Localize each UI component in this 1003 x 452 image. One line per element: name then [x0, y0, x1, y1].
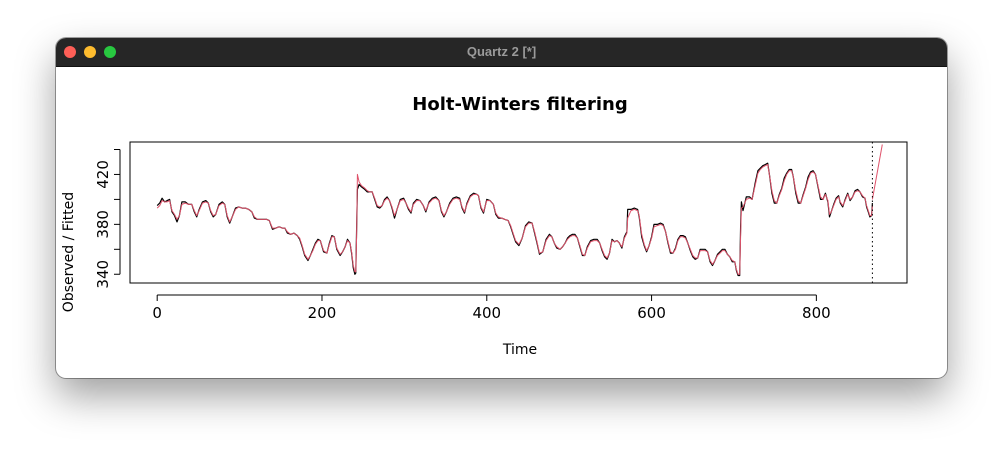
window-title: Quartz 2 [*] — [466, 44, 537, 59]
y-tick-label: 340 — [94, 260, 112, 289]
holt-winters-chart: Holt-Winters filtering Time Observed / F… — [61, 94, 908, 358]
plot-window: Quartz 2 [*] Holt-Winters filtering Time… — [56, 38, 947, 378]
y-axis-label: Observed / Fitted — [61, 192, 77, 312]
x-tick-label: 0 — [152, 304, 162, 322]
close-window-button[interactable] — [64, 46, 76, 58]
title-bar[interactable]: Quartz 2 [*] — [56, 38, 947, 67]
zoom-window-button[interactable] — [104, 46, 116, 58]
x-axis-label: Time — [502, 342, 537, 358]
y-tick-label: 380 — [94, 210, 112, 239]
x-tick-label: 600 — [637, 304, 666, 322]
series-layer — [156, 142, 883, 283]
x-tick-label: 800 — [802, 304, 831, 322]
x-axis: 0 200 400 600 800 — [152, 294, 831, 322]
fitted-series-line — [156, 164, 873, 275]
y-tick-label: 420 — [94, 160, 112, 189]
plot-frame — [129, 141, 908, 284]
chart-title: Holt-Winters filtering — [412, 94, 627, 115]
x-tick-label: 200 — [308, 304, 337, 322]
y-axis: 340 380 420 — [94, 148, 121, 289]
x-tick-label: 400 — [472, 304, 501, 322]
minimize-window-button[interactable] — [84, 46, 96, 58]
plot-area: Holt-Winters filtering Time Observed / F… — [56, 66, 947, 378]
prediction-series-line — [871, 144, 883, 200]
